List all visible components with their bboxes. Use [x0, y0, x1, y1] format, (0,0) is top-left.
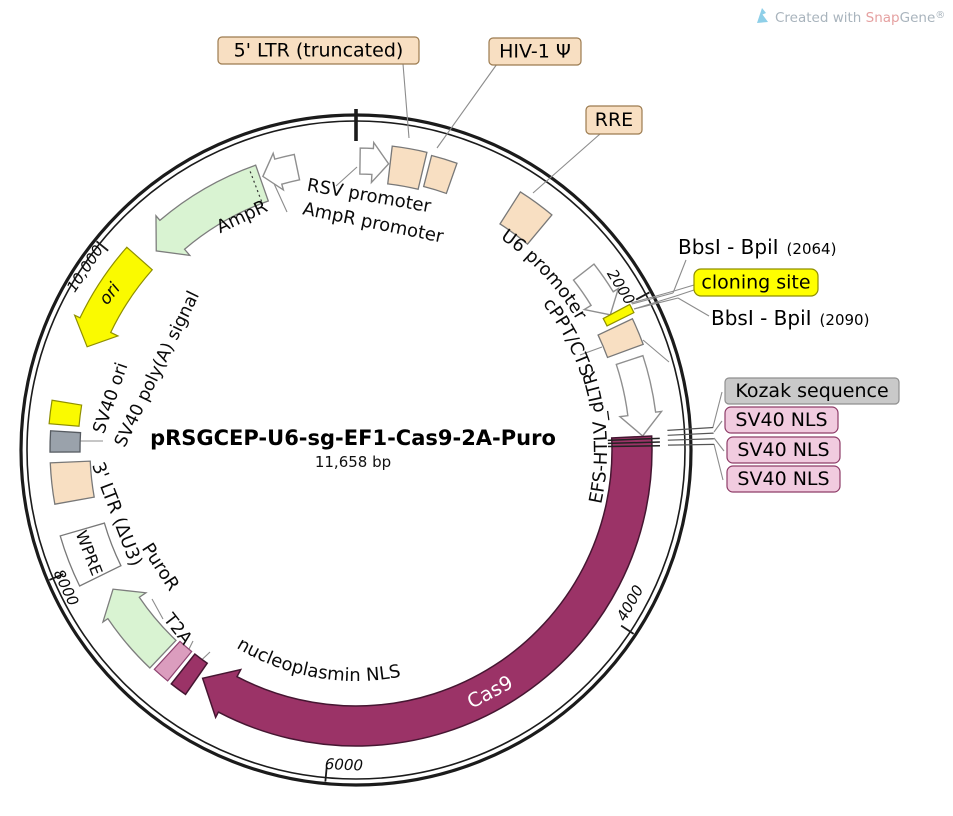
leader-line-5 — [673, 284, 695, 292]
callout-rre-label: RRE — [595, 109, 633, 131]
feature-sv40-polya-box[interactable] — [49, 430, 82, 453]
leader-line-6 — [630, 290, 675, 304]
feature-five-ltr-box[interactable] — [387, 145, 428, 191]
watermark-brand-a: Snap — [866, 10, 900, 26]
label-stub-2 — [667, 432, 714, 436]
ampr-junction-dotted — [248, 169, 263, 202]
leader-line-11 — [712, 391, 723, 428]
feature-three-ltr-box[interactable] — [49, 460, 95, 505]
leader-line-4 — [631, 292, 674, 305]
feature-ori-arrow[interactable] — [73, 246, 154, 348]
enzyme-label-1[interactable]: BbsI - BpiI (2090) — [711, 306, 869, 330]
leader-line-9 — [677, 297, 710, 317]
callout-kozak[interactable]: Kozak sequence — [724, 377, 900, 405]
watermark-reg: ® — [935, 10, 945, 21]
callout-sv40-nls-3[interactable]: SV40 NLS — [726, 465, 841, 493]
enzyme-label-0[interactable]: BbsI - BpiI (2064) — [678, 235, 836, 259]
callout-sv40-nls-1-label: SV40 NLS — [735, 409, 827, 431]
callout-hiv-psi[interactable]: HIV-1 Ψ — [488, 37, 582, 66]
feature-cppt-cts-box[interactable] — [597, 317, 645, 359]
kozak-nls-mark-1 — [607, 437, 660, 442]
scale-tick-8000 — [49, 573, 64, 581]
curved-label-nucleoplasmin-nls: nucleoplasmin NLS — [234, 634, 403, 686]
callout-cloning-site-box[interactable] — [693, 268, 819, 297]
feature-label-puror: PuroR — [137, 539, 183, 594]
scale-tick-10,000 — [95, 240, 109, 252]
callout-cloning-site[interactable]: cloning site — [693, 268, 819, 297]
feature-efs-promoter-arrow[interactable] — [615, 354, 664, 437]
callout-rre[interactable]: RRE — [585, 105, 643, 135]
leader-line-12 — [713, 420, 723, 433]
watermark-prefix: Created with — [775, 10, 866, 26]
feature-wpre-box[interactable] — [59, 522, 122, 587]
leader-line-19 — [642, 339, 670, 363]
snapgene-logo-icon — [757, 8, 768, 23]
leader-line-20 — [151, 598, 164, 620]
callout-five-ltr-label: 5' LTR (truncated) — [234, 40, 404, 62]
callout-sv40-nls-3-label: SV40 NLS — [737, 468, 829, 490]
scale-label-6000: 6000 — [324, 755, 363, 774]
callout-cloning-site-label: cloning site — [701, 272, 810, 294]
callout-kozak-label: Kozak sequence — [735, 380, 888, 402]
feature-sv40-ori-box[interactable] — [48, 399, 83, 427]
feature-cloning-site-bar[interactable] — [602, 303, 635, 327]
callout-kozak-box[interactable] — [724, 377, 900, 405]
leader-line-10 — [633, 297, 679, 310]
feature-cas9-arrow[interactable] — [201, 435, 653, 747]
label-stub-3 — [667, 438, 714, 441]
feature-u6-promoter-arrow[interactable] — [572, 263, 620, 316]
curved-label-efs-htlv-dltr: EFS-HTLV_dLTR — [579, 369, 612, 506]
callout-sv40-nls-3-box[interactable] — [726, 465, 841, 493]
callout-sv40-nls-2-label: SV40 NLS — [737, 439, 829, 461]
callout-sv40-nls-2[interactable]: SV40 NLS — [726, 436, 841, 464]
watermark-text: Created with SnapGene® — [775, 10, 945, 26]
label-stub-1 — [667, 426, 714, 432]
leader-line-13 — [713, 437, 725, 452]
label-stub-4 — [667, 443, 714, 446]
callout-five-ltr[interactable]: 5' LTR (truncated) — [217, 36, 420, 65]
leader-line-0 — [402, 63, 410, 139]
callout-hiv-psi-label: HIV-1 Ψ — [499, 41, 571, 63]
callout-hiv-psi-box[interactable] — [488, 37, 582, 66]
feature-puror-arrow[interactable] — [101, 588, 177, 669]
feature-ampr-arrow[interactable] — [155, 164, 270, 257]
feature-ampr-promoter-arrow[interactable] — [261, 151, 301, 192]
scale-tick-2000 — [635, 291, 650, 301]
leader-line-18 — [579, 346, 603, 356]
leader-line-3 — [672, 259, 687, 294]
callout-sv40-nls-1[interactable]: SV40 NLS — [724, 406, 839, 434]
feature-hiv-psi-box[interactable] — [422, 154, 458, 195]
plasmid-title: pRSGCEP-U6-sg-EF1-Cas9-2A-Puro — [150, 426, 556, 450]
kozak-nls-mark-2 — [607, 441, 660, 445]
snapgene-watermark: Created with SnapGene® — [757, 8, 945, 26]
callout-sv40-nls-1-box[interactable] — [724, 406, 839, 434]
feature-rsv-promoter-arrow[interactable] — [359, 140, 390, 185]
leader-line-2 — [532, 133, 601, 194]
leader-line-14 — [713, 443, 724, 481]
callout-sv40-nls-2-box[interactable] — [726, 436, 841, 464]
feature-t2a-seg[interactable] — [153, 640, 193, 682]
leader-line-1 — [436, 63, 498, 149]
leader-line-15 — [335, 166, 358, 187]
scale-tick-4000 — [620, 624, 635, 635]
leader-line-7 — [675, 289, 695, 297]
scale-tick-6000 — [324, 766, 328, 782]
watermark-brand-b: Gene — [900, 10, 936, 26]
callout-rre-box[interactable] — [585, 105, 643, 135]
callout-five-ltr-box[interactable] — [217, 36, 420, 65]
plasmid-size: 11,658 bp — [315, 453, 391, 471]
kozak-nls-mark-3 — [607, 445, 660, 448]
feature-nucleoplasmin-nls-seg[interactable] — [170, 652, 209, 696]
feature-rre-box[interactable] — [499, 191, 553, 246]
